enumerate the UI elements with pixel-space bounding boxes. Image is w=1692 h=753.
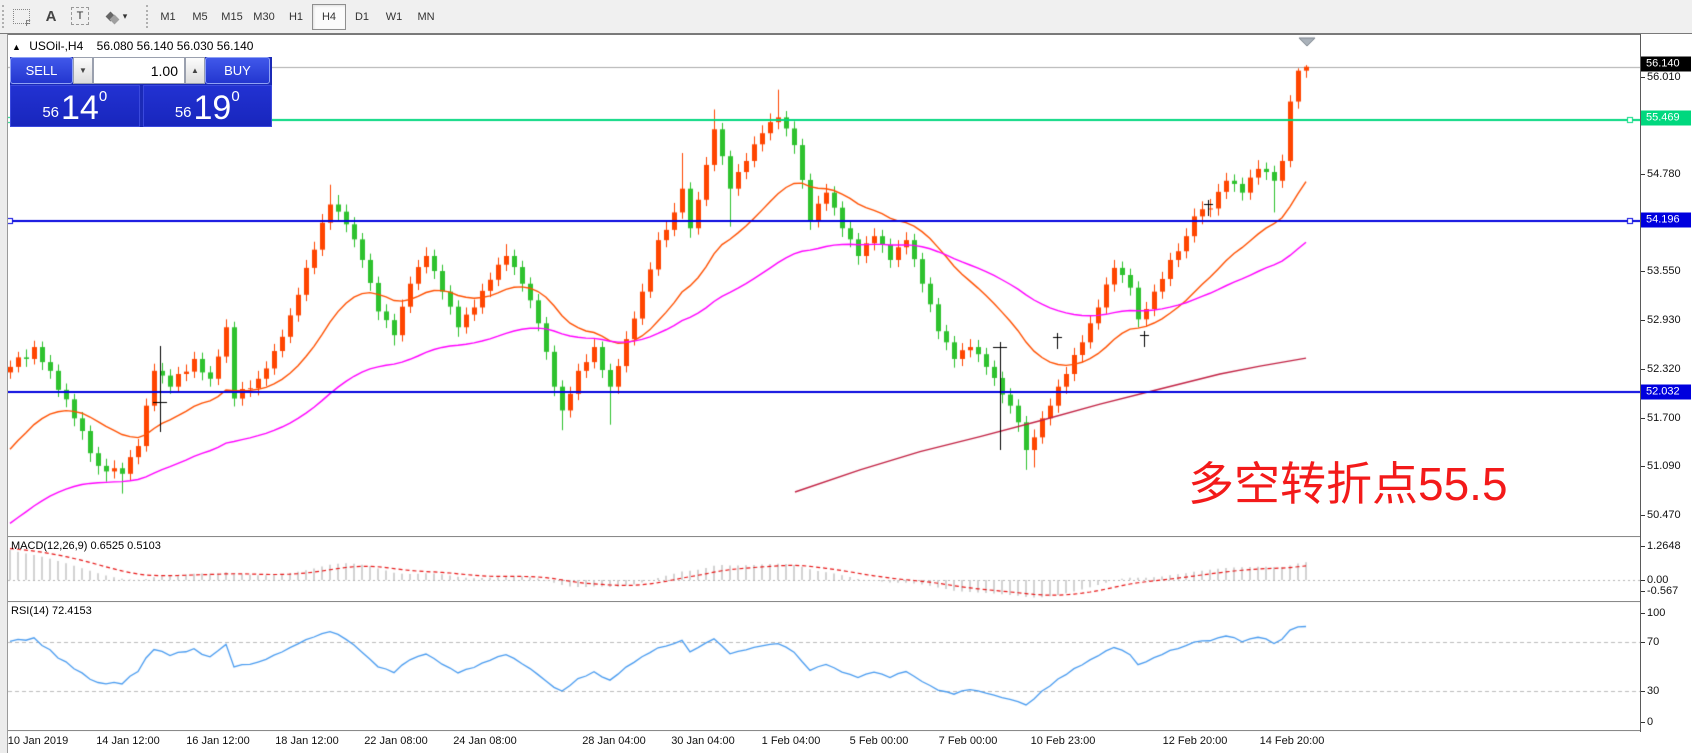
price-tick-label: 50.470 <box>1647 509 1681 521</box>
toolbar-grip <box>146 5 151 28</box>
timeframe-button-m5[interactable]: M5 <box>192 10 208 23</box>
ohlc-readout: 56.080 56.140 56.030 56.140 <box>96 39 254 53</box>
text-tool-icon[interactable]: T <box>68 4 92 28</box>
time-label: 14 Jan 12:00 <box>96 735 160 747</box>
timeframe-button-h4[interactable]: H4 <box>312 3 346 30</box>
timeframe-button-m15[interactable]: M15 <box>221 10 243 23</box>
price-tick-tick <box>1641 77 1645 78</box>
sell-price-sup: 0 <box>98 88 108 105</box>
macd-scale-label: 1.2648 <box>1647 540 1681 552</box>
price-tick-tick <box>1641 418 1645 419</box>
price-tick-tick <box>1641 369 1645 370</box>
rsi-scale-label: 0 <box>1647 716 1654 728</box>
price-tick-label: 52.320 <box>1647 363 1681 375</box>
sell-price-display[interactable]: 56 14 0 <box>10 85 140 127</box>
panel-separator[interactable] <box>0 601 1692 603</box>
buy-price-sup: 0 <box>231 88 240 105</box>
price-axis-border <box>1640 34 1641 753</box>
price-tick-label: 51.700 <box>1647 412 1681 424</box>
price-tick-label: 51.090 <box>1647 460 1681 472</box>
timeframe-button-m1[interactable]: M1 <box>160 10 176 23</box>
price-tick-tick <box>1641 174 1645 175</box>
rsi-scale-tick <box>1641 613 1645 614</box>
time-label: 5 Feb 00:00 <box>849 735 909 747</box>
price-tick-tick <box>1641 271 1645 272</box>
macd-label: MACD(12,26,9) 0.6525 0.5103 <box>11 540 161 552</box>
time-label: 10 Feb 23:00 <box>1030 735 1096 747</box>
symbol-marker-icon: ▲ <box>12 42 21 52</box>
rsi-value: 72.4153 <box>51 605 92 617</box>
rsi-scale-label: 30 <box>1647 685 1660 697</box>
price-tick-label: 56.010 <box>1647 71 1681 83</box>
time-axis: 10 Jan 2019 14 Jan 12:00 16 Jan 12:00 18 Ja… <box>0 732 1692 753</box>
macd-values: 0.6525 0.5103 <box>90 540 161 552</box>
time-label: 14 Feb 20:00 <box>1259 735 1325 747</box>
buy-price-big: 19 <box>193 89 232 127</box>
macd-scale-label: 0.00 <box>1647 574 1669 586</box>
price-badge-52.032: 52.032 <box>1641 384 1691 400</box>
price-badge-55.469: 55.469 <box>1641 110 1691 126</box>
buy-price-display[interactable]: 56 19 0 <box>142 85 272 127</box>
time-label: 22 Jan 08:00 <box>364 735 428 747</box>
price-tick-tick <box>1641 320 1645 321</box>
rsi-label: RSI(14) 72.4153 <box>11 605 92 617</box>
price-tick-label: 53.550 <box>1647 265 1681 277</box>
time-label: 30 Jan 04:00 <box>671 735 735 747</box>
macd-scale-tick <box>1641 591 1645 592</box>
time-label: 24 Jan 08:00 <box>453 735 517 747</box>
timeframe-button-w1[interactable]: W1 <box>385 10 403 23</box>
volume-decrease-button[interactable]: ▼ <box>73 57 93 84</box>
rsi-scale-tick <box>1641 691 1645 692</box>
buy-button[interactable]: BUY <box>205 57 270 84</box>
sell-price-prefix: 56 <box>42 104 59 121</box>
time-label: 7 Feb 00:00 <box>938 735 998 747</box>
rsi-scale-label: 100 <box>1647 607 1666 619</box>
price-tick-tick <box>1641 515 1645 516</box>
timeframe-button-h1[interactable]: H1 <box>288 10 304 23</box>
price-badge-56.140: 56.140 <box>1641 56 1691 72</box>
shapes-tool-icon[interactable]: ▾ <box>98 4 136 28</box>
volume-increase-button[interactable]: ▲ <box>185 57 205 84</box>
panel-separator <box>0 730 1692 732</box>
macd-scale-tick <box>1641 580 1645 581</box>
chart-text-annotation[interactable]: 多空转折点55.5 <box>1188 458 1508 510</box>
time-label: 16 Jan 12:00 <box>186 735 250 747</box>
volume-input[interactable] <box>93 57 185 84</box>
time-label: 12 Feb 20:00 <box>1162 735 1228 747</box>
timeframe-button-mn[interactable]: MN <box>417 10 435 23</box>
symbol-label: USOil-,H4 <box>29 39 84 53</box>
sell-price-big: 14 <box>61 89 99 127</box>
indicator-window-icon[interactable] <box>8 4 34 28</box>
timeframe-buttons: M1 M5 M15 M30 H1 H4 D1 W1 MN <box>152 0 442 33</box>
time-label: 1 Feb 04:00 <box>761 735 821 747</box>
time-label: 28 Jan 04:00 <box>582 735 646 747</box>
rsi-scale-label: 70 <box>1647 636 1660 648</box>
timeframe-button-d1[interactable]: D1 <box>354 10 370 23</box>
panel-separator[interactable] <box>0 536 1692 538</box>
price-tick-label: 52.930 <box>1647 314 1681 326</box>
price-badge-54.196: 54.196 <box>1641 212 1691 228</box>
buy-price-prefix: 56 <box>174 104 192 121</box>
cursor-tool-icon[interactable]: A <box>45 7 57 25</box>
time-label: 10 Jan 2019 <box>7 735 69 747</box>
rsi-scale-tick <box>1641 722 1645 723</box>
macd-scale-label: -0.567 <box>1647 585 1679 597</box>
one-click-trading-panel: SELL ▼ ▲ BUY 56 14 0 56 19 0 <box>10 57 272 127</box>
price-axis: 56.010 54.780 53.550 52.930 52.320 51.700 51.0… <box>1641 34 1692 753</box>
toolbar: A T ▾ M1 M5 M15 M30 H1 H4 D1 W1 MN <box>0 0 1692 34</box>
rsi-scale-tick <box>1641 642 1645 643</box>
chart-title: ▲ USOil-,H4 56.080 56.140 56.030 56.140 <box>12 39 253 53</box>
macd-scale-tick <box>1641 546 1645 547</box>
timeframe-button-m30[interactable]: M30 <box>253 10 275 23</box>
price-tick-label: 54.780 <box>1647 168 1681 180</box>
toolbar-grip <box>2 5 7 28</box>
price-tick-tick <box>1641 466 1645 467</box>
time-label: 18 Jan 12:00 <box>275 735 339 747</box>
sell-button[interactable]: SELL <box>10 57 73 84</box>
window-left-border <box>0 34 8 753</box>
